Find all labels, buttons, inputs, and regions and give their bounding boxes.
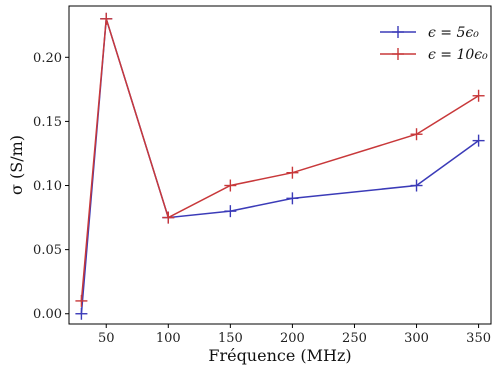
legend: ϵ = 5ϵ₀ ϵ = 10ϵ₀ <box>380 25 488 63</box>
y-tick-label: 0.05 <box>33 243 62 258</box>
x-tick-label: 50 <box>98 331 115 346</box>
x-axis-ticks: 50 100 150 200 250 300 350 <box>98 324 491 346</box>
y-axis-label: σ (S/m) <box>7 135 26 195</box>
x-tick-label: 100 <box>156 331 181 346</box>
legend-label: ϵ = 10ϵ₀ <box>428 47 488 63</box>
y-tick-label: 0.00 <box>33 307 62 322</box>
data-point <box>162 211 175 224</box>
data-point <box>224 205 237 218</box>
data-point <box>410 128 423 141</box>
x-tick-label: 250 <box>342 331 367 346</box>
y-tick-label: 0.15 <box>33 115 62 130</box>
legend-entry: ϵ = 10ϵ₀ <box>380 47 488 63</box>
x-tick-label: 150 <box>218 331 243 346</box>
legend-label: ϵ = 5ϵ₀ <box>428 25 479 41</box>
data-point <box>224 179 237 192</box>
legend-marker <box>392 48 404 60</box>
data-point <box>100 12 113 25</box>
series-1 <box>75 12 485 307</box>
series-line <box>80 18 479 301</box>
series-0 <box>75 12 485 320</box>
legend-marker <box>392 26 404 38</box>
data-point <box>75 294 88 307</box>
data-point <box>286 192 299 205</box>
series-layer <box>75 12 485 320</box>
data-point <box>75 307 88 320</box>
series-line <box>80 18 480 314</box>
y-axis-ticks: 0.00 0.05 0.10 0.15 0.20 <box>33 51 69 322</box>
plot-frame <box>68 5 492 325</box>
data-point <box>472 134 485 147</box>
x-axis-label: Fréquence (MHz) <box>208 346 351 365</box>
x-tick-label: 300 <box>404 331 429 346</box>
y-tick-label: 0.20 <box>33 51 62 66</box>
data-point <box>286 166 299 179</box>
data-point <box>472 89 485 102</box>
data-point <box>410 179 423 192</box>
legend-entry: ϵ = 5ϵ₀ <box>380 25 479 41</box>
x-tick-label: 200 <box>280 331 305 346</box>
y-tick-label: 0.10 <box>33 179 62 194</box>
x-tick-label: 350 <box>466 331 491 346</box>
